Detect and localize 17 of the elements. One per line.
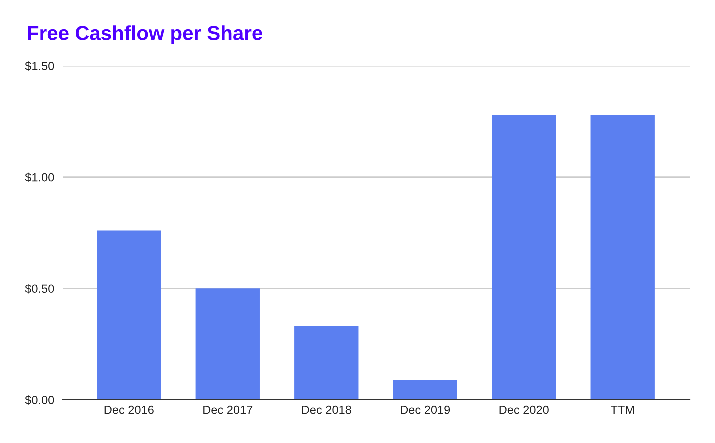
x-tick-label: Dec 2017 xyxy=(204,406,253,414)
bar xyxy=(492,114,556,400)
x-tick-label: Dec 2016 xyxy=(104,406,154,414)
y-tick-label: $0.00 xyxy=(25,396,54,406)
bar xyxy=(196,288,260,400)
bar xyxy=(97,230,162,400)
x-tick-label: Dec 2019 xyxy=(401,406,450,414)
y-tick-label: $0.50 xyxy=(25,284,54,294)
bar xyxy=(590,114,655,400)
x-tick-label: Dec 2020 xyxy=(500,406,549,414)
y-tick-label: $1.50 xyxy=(25,62,54,72)
x-tick-label: Dec 2018 xyxy=(302,406,352,414)
x-tick-label: TTM xyxy=(610,406,634,414)
chart-title: Free Cashflow per Share xyxy=(28,26,262,44)
bar xyxy=(294,326,359,400)
bar xyxy=(393,380,458,400)
y-tick-label: $1.00 xyxy=(25,172,54,182)
